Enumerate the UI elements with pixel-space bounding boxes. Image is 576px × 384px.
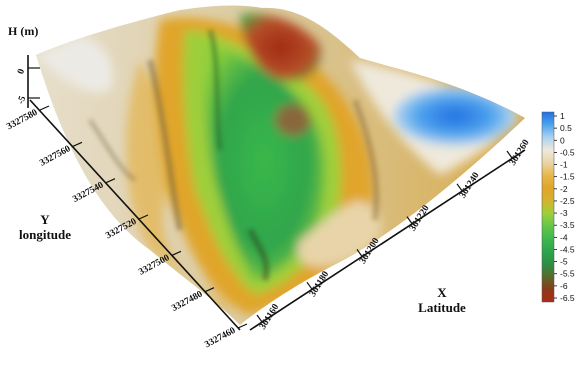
colorbar-tick-label: -4 xyxy=(560,232,568,242)
y-tick-label: 3327460 xyxy=(203,326,237,351)
z-tick-label: 0 xyxy=(16,68,27,76)
z-axis-title: H (m) xyxy=(8,24,38,38)
colorbar-tick-label: -2 xyxy=(560,184,568,194)
z-axis: H (m) 0 -5 xyxy=(8,24,40,108)
colorbar-tick-label: -5 xyxy=(560,257,568,267)
colorbar-tick-label: 0.5 xyxy=(560,123,572,133)
y-axis-title-block: Y longitude xyxy=(10,212,80,242)
x-tick-label: 361260 xyxy=(508,138,532,168)
y-tick-mark xyxy=(39,105,50,111)
colorbar: 1 0.5 0 -0.5 -1 -1.5 -2 -2.5 -3 -3.5 -4 -4.5 -5 -5.5 -… xyxy=(541,111,575,303)
x-tick-label: 361240 xyxy=(458,171,482,201)
y-tick-label: 3327580 xyxy=(5,108,39,133)
colorbar-tick-label: -3.5 xyxy=(560,220,575,230)
x-tick-mark xyxy=(306,281,313,290)
x-tick-mark xyxy=(506,150,513,159)
x-axis-subtitle: Latitude xyxy=(418,300,466,315)
z-tick-label: -5 xyxy=(16,95,28,106)
x-tick-mark xyxy=(256,314,263,323)
y-tick-mark xyxy=(105,178,116,184)
y-tick-mark xyxy=(138,214,149,220)
colorbar-tick-label: 0 xyxy=(560,135,565,145)
colorbar-tick-label: -6 xyxy=(560,281,568,291)
x-axis-title-block: X Latitude xyxy=(402,285,482,315)
y-tick-mark xyxy=(237,323,248,329)
y-tick-label: 3327560 xyxy=(38,144,72,169)
colorbar-tick-label: -1.5 xyxy=(560,172,575,182)
y-axis-subtitle: longitude xyxy=(18,227,71,242)
colorbar-tick-label: 1 xyxy=(560,111,565,121)
colorbar-bar xyxy=(541,111,555,303)
colorbar-tick-label: -6.5 xyxy=(560,293,575,303)
colorbar-tick-label: -4.5 xyxy=(560,244,575,254)
x-tick-mark xyxy=(406,216,413,224)
y-tick-label: 3327480 xyxy=(170,289,204,314)
colorbar-tick-label: -2.5 xyxy=(560,196,575,206)
x-axis-title: X xyxy=(437,285,447,300)
x-tick-mark xyxy=(356,249,363,257)
y-tick-mark xyxy=(204,287,215,293)
y-tick-mark xyxy=(72,141,83,147)
colorbar-tick-label: -5.5 xyxy=(560,269,575,279)
colorbar-tick-label: -0.5 xyxy=(560,147,575,157)
y-tick-mark xyxy=(171,250,182,256)
y-axis-title: Y xyxy=(40,212,50,227)
colorbar-tick-label: -1 xyxy=(560,160,568,170)
x-tick-mark xyxy=(456,183,463,192)
y-tick-label: 3327500 xyxy=(137,253,171,278)
colorbar-tick-label: -3 xyxy=(560,208,568,218)
